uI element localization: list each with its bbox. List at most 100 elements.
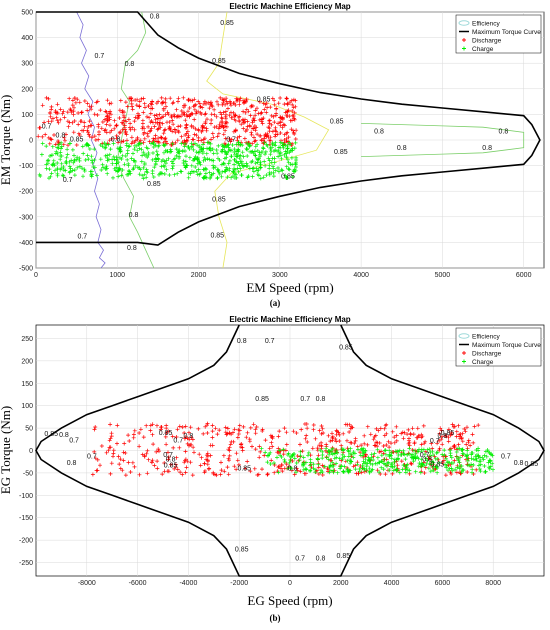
y-tick-label: 500: [21, 10, 33, 17]
contour-label: 0.7: [226, 136, 236, 143]
legend-efficiency-swatch: [458, 20, 470, 26]
y-tick-label: -500: [19, 266, 33, 273]
contour-label: 0.8: [438, 433, 448, 440]
contour-label: 0.7: [163, 452, 173, 459]
y-tick-label: 200: [21, 358, 33, 365]
contour-label: 0.7: [420, 452, 430, 459]
contour-label: 0.7: [42, 123, 52, 130]
legend-efficiency-swatch: [458, 333, 470, 339]
x-tick-label: -6000: [129, 580, 147, 587]
contour-label: 0.8: [111, 136, 121, 143]
contour-line-0-8: [116, 11, 155, 269]
contour-label: 0.7: [300, 396, 310, 403]
x-tick-label: 2000: [333, 580, 349, 587]
contour-label: 0.8: [514, 460, 524, 467]
contour-line-0-8: [361, 123, 525, 157]
y-tick-label: -150: [19, 515, 33, 522]
legend-box: [455, 14, 542, 54]
y-tick-label: -250: [19, 560, 33, 567]
contour-label: 0.85: [147, 181, 161, 188]
x-tick-label: 2000: [191, 272, 207, 279]
panel-a-grid: [35, 11, 544, 269]
panel-b-contour-labels: 0.8 0.70.850.85 0.80.70.85 0.80.70.85 0.80.7…: [44, 338, 538, 562]
panel-b-efficiency-map: Electric Machine Efficiency Map 0.8 0.70.…: [0, 315, 545, 623]
x-tick-label: 0: [34, 272, 38, 279]
contour-label: 0.8: [125, 61, 135, 68]
y-tick-label: -300: [19, 214, 33, 221]
panel-b-label: (b): [270, 613, 281, 623]
x-tick-label: -2000: [230, 580, 248, 587]
charge-scatter-points: [259, 446, 495, 475]
y-tick-label: 150: [21, 381, 33, 388]
legend-charge-swatch: [462, 359, 466, 364]
legend-charge-swatch: [462, 46, 466, 51]
panel-a-chart-title: Electric Machine Efficiency Map: [229, 2, 350, 11]
y-tick-label: 200: [21, 86, 33, 93]
x-tick-label: 6000: [516, 272, 532, 279]
y-tick-label: -200: [19, 538, 33, 545]
charge-scatter-points: [37, 140, 299, 181]
legend-entry-label: Charge: [472, 46, 494, 53]
x-tick-label: -4000: [179, 580, 197, 587]
contour-label: 0.85: [337, 553, 351, 560]
contour-label: 0.8: [67, 460, 77, 467]
legend-entry-label: Discharge: [472, 350, 502, 357]
contour-label: 0.85: [164, 463, 178, 470]
contour-label: 0.8: [166, 457, 176, 464]
x-tick-label: 6000: [435, 580, 451, 587]
contour-label: 0.8: [237, 338, 247, 345]
legend-entry-label: Efficiency: [472, 20, 500, 27]
contour-label: 0.7: [87, 454, 97, 461]
x-tick-label: 4000: [353, 272, 369, 279]
y-tick-label: 300: [21, 61, 33, 68]
contour-label: 0.8: [316, 396, 326, 403]
contour-label: 0.8: [288, 466, 298, 473]
legend-entry-label: Charge: [472, 359, 494, 366]
max-torque-curve-line: [36, 11, 541, 246]
contour-label: 0.85: [44, 431, 58, 438]
contour-line-0-7: [76, 11, 106, 269]
contour-label: 0.85: [431, 462, 445, 469]
contour-label: 0.85: [524, 461, 538, 468]
contour-label: 0.8: [482, 145, 492, 152]
contour-label: 0.8: [397, 145, 407, 152]
panel-a-scatter: [36, 95, 299, 181]
legend-box: [455, 327, 542, 367]
y-tick-label: -50: [23, 470, 33, 477]
contour-label: 0.85: [281, 173, 295, 180]
contour-label: 0.8: [316, 555, 326, 562]
contour-label: 0.85: [334, 149, 348, 156]
y-tick-label: -400: [19, 240, 33, 247]
x-tick-label: 5000: [435, 272, 451, 279]
legend-entry-label: Efficiency: [472, 333, 500, 340]
discharge-scatter-points: [36, 95, 299, 148]
panel-a-contours: [76, 11, 525, 269]
panel-b-scatter: [90, 421, 495, 478]
panel-a-contour-labels: 0.7 0.7 0.7 0.8 0.8 0.8 0.8 0.85 0.85 0.85 0.85 0.8…: [42, 13, 509, 252]
panel-b-x-axis-title: EG Speed (rpm): [247, 593, 332, 608]
contour-label: 0.7: [295, 555, 305, 562]
x-tick-label: -8000: [78, 580, 96, 587]
y-tick-label: 0: [29, 448, 33, 455]
y-tick-label: 100: [21, 112, 33, 119]
contour-label: 0.7: [265, 338, 275, 345]
contour-label: 0.8: [184, 433, 194, 440]
contour-line-0-85: [206, 11, 330, 269]
contour-label: 0.7: [77, 234, 87, 241]
legend-entry-label: Discharge: [472, 37, 502, 44]
contour-label: 0.7: [69, 437, 79, 444]
y-tick-label: -200: [19, 189, 33, 196]
panel-a-y-axis-title: EM Torque (Nm): [0, 95, 13, 186]
x-tick-label: 0: [288, 580, 292, 587]
legend-discharge-swatch: [462, 38, 466, 42]
x-tick-label: 1000: [109, 272, 125, 279]
contour-label: 0.8: [59, 432, 69, 439]
contour-label: 0.85: [257, 97, 271, 104]
contour-label: 0.85: [70, 136, 84, 143]
legend-entry-label: Maximum Torque Curve: [472, 29, 541, 36]
contour-label: 0.7: [501, 454, 511, 461]
contour-label: 0.85: [255, 396, 269, 403]
contour-label: 0.85: [237, 466, 251, 473]
